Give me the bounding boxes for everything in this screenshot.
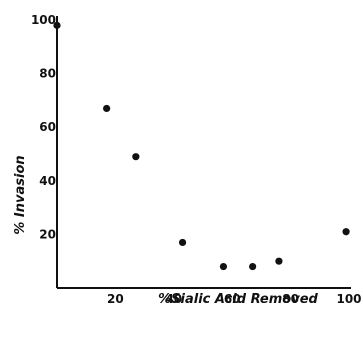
y-tick-label: 60 [39,120,56,134]
x-tick-label: 100 [336,292,361,306]
data-point [249,262,257,271]
axes [56,16,351,289]
data-point [178,238,187,247]
data-point [53,21,61,29]
x-tick-label: 40 [165,292,182,306]
y-tick-label: 20 [39,227,56,241]
data-points [53,21,350,271]
data-point [342,228,350,236]
x-tick-labels: 20 40 60 80 100 [107,292,361,306]
x-tick-label: 80 [282,292,299,306]
data-point [132,153,140,161]
data-point [103,104,111,113]
x-tick-label: 60 [224,292,241,306]
y-tick-label: 40 [39,174,56,188]
y-tick-labels: 20 40 60 80 100 [31,13,56,241]
y-tick-label: 80 [39,67,56,81]
data-point [219,262,228,271]
x-tick-label: 20 [107,292,124,306]
y-axis-title: % Invasion [13,155,28,234]
data-point [275,257,283,265]
x-axis-title: %Sialic Acid Removed [158,292,318,307]
y-tick-label: 100 [31,13,56,27]
